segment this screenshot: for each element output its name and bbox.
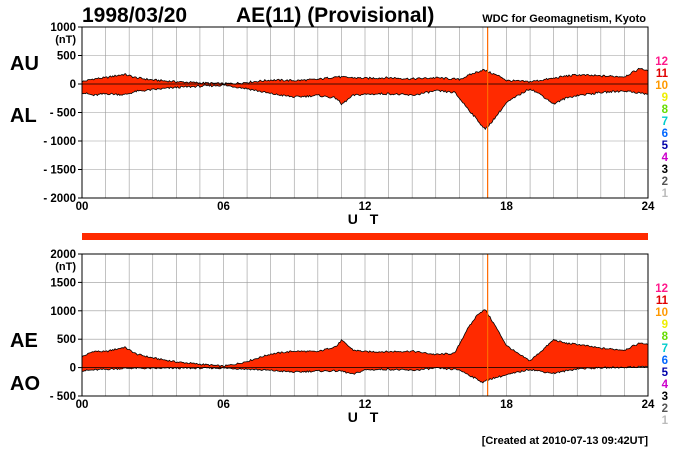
panel-au-al: 1000 500 0 - 500 - 1000 - 1500 - 2000 (nT) 00 06 1… <box>10 22 669 227</box>
station-count-label: 4 <box>662 152 669 164</box>
x-axis-title: U T <box>348 211 383 227</box>
date-title: 1998/03/20 <box>82 4 187 27</box>
source-label: WDC for Geomagnetism, Kyoto <box>482 13 646 25</box>
station-count-label: 5 <box>662 140 669 152</box>
bottom-frame <box>81 253 649 397</box>
x-axis-title: U T <box>348 409 383 425</box>
unit-label: (nT) <box>55 261 76 273</box>
station-count-label: 8 <box>662 331 669 343</box>
station-count-label: 7 <box>662 343 668 355</box>
x-tick-label: 00 <box>76 399 89 411</box>
station-count-label: 6 <box>662 128 668 140</box>
y-tick-label: - 2000 <box>43 193 76 205</box>
station-count-label: 6 <box>662 355 668 367</box>
station-count-label: 2 <box>662 403 668 415</box>
side-label-upper: AE <box>10 330 38 352</box>
x-tick-label: 06 <box>217 399 230 411</box>
station-count-label: 9 <box>662 319 668 331</box>
y-tick-label: 1000 <box>50 306 76 318</box>
bottom-envelope-fill <box>82 309 648 383</box>
station-count-label: 7 <box>662 116 668 128</box>
station-count-label: 8 <box>662 104 669 116</box>
station-count-label: 11 <box>656 295 669 307</box>
y-tick-label: 0 <box>70 363 76 375</box>
side-label-upper: AU <box>10 53 39 75</box>
series-line-ae <box>81 309 649 368</box>
created-note: [Created at 2010-07-13 09:42UT] <box>482 435 649 447</box>
y-tick-label: - 500 <box>50 391 76 403</box>
station-count-label: 12 <box>655 283 668 295</box>
series-line-au <box>81 67 649 86</box>
top-grid <box>82 27 648 198</box>
unit-label: (nT) <box>55 34 76 46</box>
y-tick-label: - 1500 <box>43 165 76 177</box>
x-tick-label: 24 <box>642 201 655 213</box>
x-tick-label: 06 <box>217 201 230 213</box>
y-tick-label: - 1000 <box>43 136 76 148</box>
station-count-label: 9 <box>662 92 668 104</box>
y-tick-label: 1000 <box>50 22 76 34</box>
series-line-al <box>81 84 648 131</box>
x-tick-label: 18 <box>500 201 513 213</box>
x-tick-label: 12 <box>359 201 372 213</box>
station-count-label: 5 <box>662 367 669 379</box>
x-tick-label: 12 <box>359 399 372 411</box>
y-tick-label: - 500 <box>50 108 76 120</box>
station-count-label: 10 <box>655 80 668 92</box>
station-count-label: 3 <box>662 391 668 403</box>
side-label-lower: AL <box>10 105 37 127</box>
station-count-label: 4 <box>662 379 669 391</box>
y-tick-label: 1500 <box>50 277 76 289</box>
station-count-label: 12 <box>655 56 668 68</box>
station-count-label: 2 <box>662 176 668 188</box>
station-count-label: 11 <box>656 68 669 80</box>
y-tick-label: 0 <box>70 79 76 91</box>
series-line-ao <box>81 365 649 384</box>
x-tick-label: 24 <box>642 399 655 411</box>
y-tick-label: 2000 <box>50 249 76 261</box>
station-count-label: 3 <box>662 164 668 176</box>
x-tick-label: 00 <box>76 201 89 213</box>
index-title: AE(11) (Provisional) <box>236 4 434 27</box>
station-count-label: 1 <box>662 415 669 427</box>
station-count-label: 1 <box>662 188 669 200</box>
bottom-grid <box>82 254 648 396</box>
x-tick-label: 18 <box>500 399 513 411</box>
side-label-lower: AO <box>10 373 40 395</box>
station-count-label: 10 <box>655 307 668 319</box>
y-tick-label: 500 <box>57 51 76 63</box>
separator-bar <box>82 233 648 240</box>
y-tick-label: 500 <box>57 334 76 346</box>
